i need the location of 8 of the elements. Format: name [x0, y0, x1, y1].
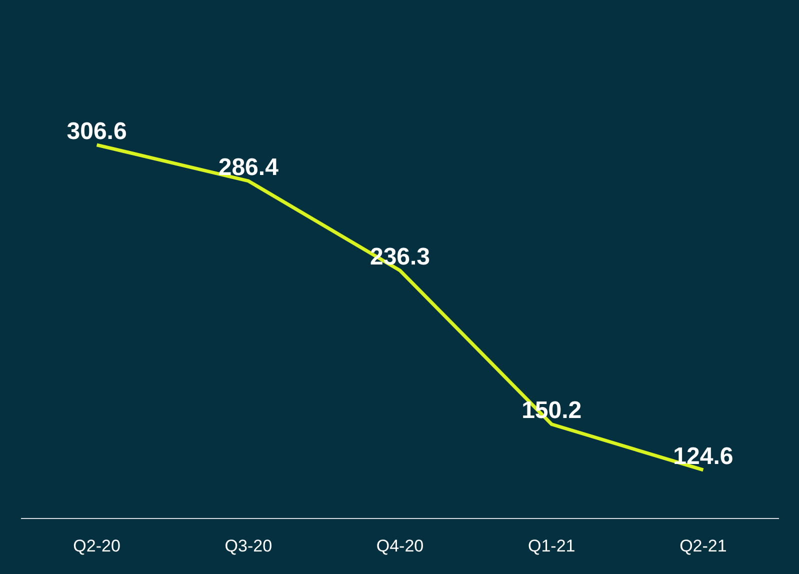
x-tick-label: Q1-21	[528, 536, 576, 556]
data-label: 306.6	[66, 118, 127, 145]
x-tick-label: Q2-20	[73, 536, 120, 556]
data-label: 286.4	[218, 154, 280, 181]
x-tick-label: Q3-20	[224, 536, 272, 556]
x-tick-label: Q4-20	[376, 536, 424, 556]
x-tick-label: Q2-21	[680, 536, 727, 556]
data-label: 124.6	[673, 442, 734, 470]
